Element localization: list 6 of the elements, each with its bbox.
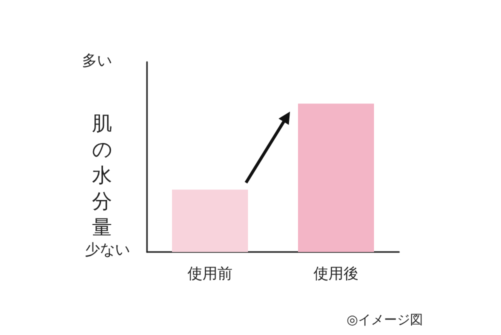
text: 少ない xyxy=(85,240,130,258)
x-tick-label: 使用前 xyxy=(188,264,232,282)
text: 多い xyxy=(82,52,112,70)
text: ◎イメージ図 xyxy=(346,313,423,328)
x-tick-label: 使用後 xyxy=(314,264,358,282)
y-axis-title: 肌の水分量 xyxy=(92,111,112,239)
